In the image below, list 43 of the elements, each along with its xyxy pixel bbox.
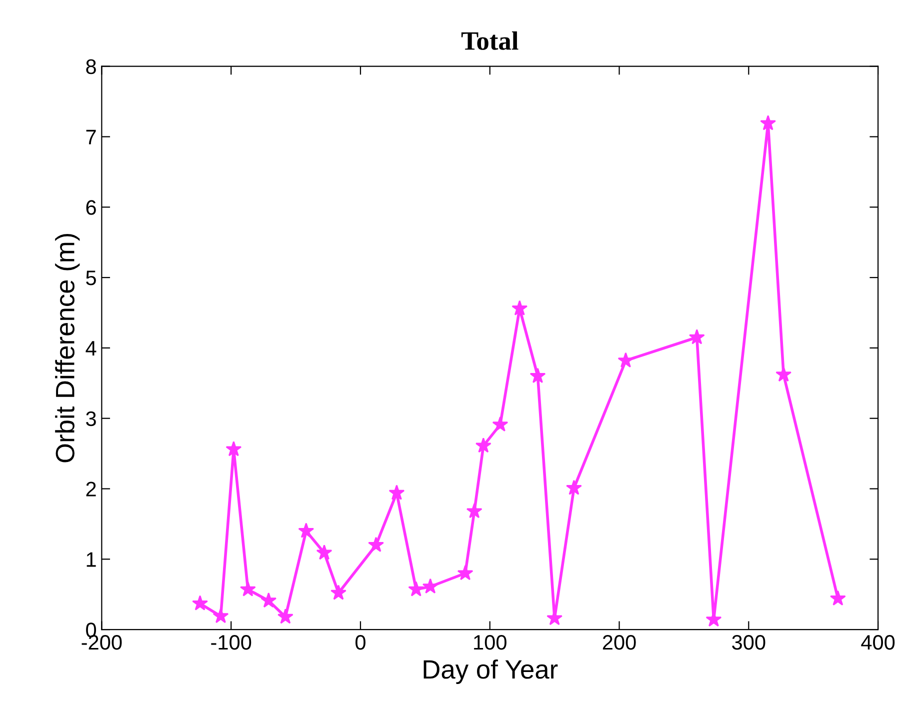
point (422, 578, 438, 594)
y-tick-label: 5 (86, 270, 96, 286)
point (316, 544, 332, 560)
point (212, 608, 229, 624)
x-tick-label: -200 (82, 634, 122, 650)
y-axis-title: Orbit Difference (m) (55, 234, 80, 462)
point (475, 437, 492, 453)
point (760, 115, 776, 130)
point (618, 352, 634, 368)
point (566, 480, 582, 495)
x-tick-label: 200 (602, 634, 636, 650)
point (298, 522, 314, 538)
point (776, 366, 792, 382)
y-tick-label: 6 (86, 200, 96, 215)
x-tick-label: 300 (732, 634, 766, 650)
point (330, 584, 346, 600)
point (688, 329, 705, 344)
point (530, 368, 546, 383)
point (408, 581, 424, 596)
point (240, 581, 256, 596)
x-tick-label: -100 (211, 634, 252, 650)
point (512, 300, 528, 316)
y-tick-label: 8 (86, 59, 96, 74)
y-tick-label: 1 (86, 552, 96, 567)
y-tick-label: 3 (86, 411, 96, 426)
y-tick-label: 4 (86, 341, 96, 356)
point (226, 441, 242, 456)
y-tick-label: 2 (86, 482, 96, 496)
point (260, 592, 277, 608)
point (277, 608, 294, 624)
point (466, 502, 482, 518)
point (457, 564, 474, 580)
x-tick-label: 100 (474, 634, 506, 650)
x-tick-label: 0 (355, 634, 366, 650)
x-axis-title: Day of Year (424, 659, 558, 684)
point (192, 595, 208, 610)
point (368, 536, 384, 552)
y-tick-label: 7 (86, 130, 96, 144)
x-tick-label: 400 (861, 634, 895, 650)
chart-title: Total (461, 31, 518, 50)
point (388, 484, 405, 500)
point (830, 590, 846, 606)
point (492, 416, 508, 432)
